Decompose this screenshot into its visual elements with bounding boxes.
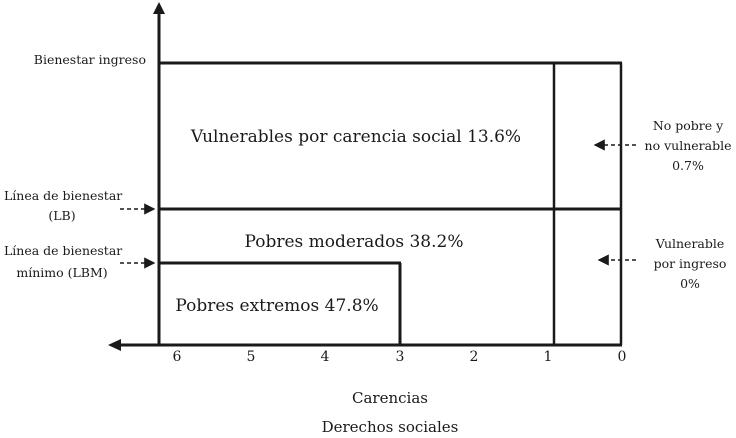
lb-label-line2: (LB)	[48, 208, 75, 223]
vulnerable-ingreso-label-line3: 0%	[680, 276, 700, 291]
lbm-label-line2: mínimo (LBM)	[16, 265, 107, 280]
vulnerables-carencia-label: Vulnerables por carencia social 13.6%	[190, 127, 521, 147]
x-axis-title-line2: Derechos sociales	[322, 418, 459, 436]
pobres-moderados-label: Pobres moderados 38.2%	[245, 232, 464, 252]
lbm-label-line1: Línea de bienestar	[4, 243, 122, 258]
no-pobre-label-line1: No pobre y	[653, 118, 724, 133]
x-tick-4: 4	[321, 349, 330, 365]
x-axis-arrowhead	[108, 339, 121, 351]
lb-label-line1: Línea de bienestar	[4, 188, 122, 203]
x-axis-title-line1: Carencias	[352, 389, 428, 407]
pobres-extremos-label: Pobres extremos 47.8%	[175, 296, 378, 316]
vulnerable-ingreso-label-line1: Vulnerable	[655, 236, 725, 251]
x-tick-2: 2	[470, 349, 479, 365]
no-pobre-label-line2: no vulnerable	[645, 138, 732, 153]
y-axis-arrowhead	[153, 2, 165, 14]
no-pobre-label-line3: 0.7%	[672, 158, 704, 173]
x-tick-6: 6	[173, 349, 182, 365]
x-tick-1: 1	[544, 349, 553, 365]
x-tick-5: 5	[247, 349, 256, 365]
vulnerable-ingreso-label-line2: por ingreso	[654, 256, 727, 271]
bienestar-ingreso-label: Bienestar ingreso	[34, 52, 146, 67]
x-tick-0: 0	[618, 349, 627, 365]
x-tick-3: 3	[396, 349, 405, 365]
